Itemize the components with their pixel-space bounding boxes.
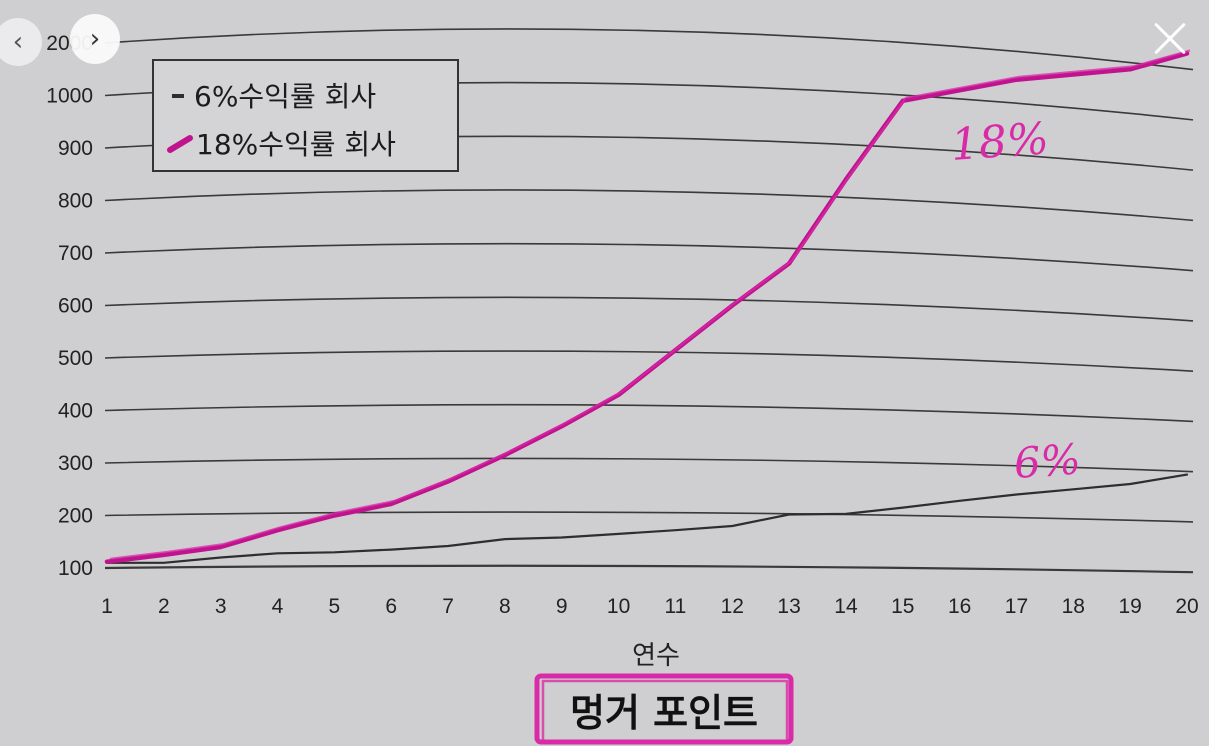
gridline (104, 564, 1194, 574)
annotation-6-percent: 6% (1012, 434, 1082, 488)
y-tick-label: 200 (58, 505, 93, 528)
gridline (104, 296, 1194, 322)
x-tick-label: 18 (1062, 595, 1085, 618)
x-tick-label: 2 (158, 595, 170, 618)
x-tick-label: 4 (272, 595, 284, 618)
x-tick-label: 7 (442, 595, 454, 618)
x-tick-label: 10 (607, 595, 630, 618)
y-tick-label: 1000 (46, 85, 93, 108)
y-tick-label: 700 (58, 242, 93, 265)
series-line-6 (105, 473, 1189, 564)
x-tick-label: 15 (891, 595, 914, 618)
series-line-18-overstroke (109, 49, 1191, 560)
x-axis-title: 연수 (632, 641, 680, 671)
y-tick-label: 400 (58, 400, 93, 423)
y-tick-label: 600 (58, 295, 93, 318)
y-tick-label: 800 (58, 190, 93, 213)
chevron-left-icon: ‹ (12, 27, 24, 57)
x-tick-label: 8 (499, 595, 511, 618)
x-tick-label: 6 (385, 595, 397, 618)
x-tick-label: 3 (215, 595, 227, 618)
gridline (104, 457, 1194, 473)
x-tick-label: 17 (1005, 595, 1028, 618)
y-tick-label: 500 (58, 347, 93, 370)
y-tick-label: 100 (58, 557, 93, 580)
prev-image-button[interactable]: ‹ (0, 18, 42, 66)
gridline (104, 28, 1194, 71)
x-tick-label: 5 (329, 595, 341, 618)
close-icon[interactable] (1145, 14, 1195, 64)
x-tick-label: 19 (1118, 595, 1141, 618)
gridline (104, 189, 1194, 222)
caption-highlight-box-inner (541, 679, 789, 743)
gridline (104, 350, 1194, 372)
gridline (104, 242, 1194, 272)
x-tick-label: 9 (556, 595, 568, 618)
x-tick-label: 1 (101, 595, 113, 618)
x-tick-label: 13 (777, 595, 800, 618)
gridline (104, 511, 1194, 523)
chevron-right-icon: › (89, 24, 101, 54)
next-image-button[interactable]: › (70, 14, 120, 64)
x-tick-label: 11 (665, 595, 687, 618)
x-tick-label: 12 (721, 595, 744, 618)
gridline (104, 403, 1194, 423)
x-tick-label: 16 (948, 595, 971, 618)
legend-label-6: 6%수익률 회사 (194, 80, 376, 113)
x-tick-label: 14 (834, 595, 858, 618)
x-tick-label: 20 (1175, 595, 1198, 618)
legend-label-18: 18%수익률 회사 (196, 128, 396, 161)
y-tick-label: 300 (58, 452, 93, 475)
legend-box (152, 59, 459, 172)
legend-swatch-18 (167, 135, 193, 153)
y-tick-label: 900 (58, 137, 93, 160)
annotation-18-percent: 18% (949, 113, 1050, 171)
chart-caption: 멍거 포인트 (570, 691, 758, 735)
